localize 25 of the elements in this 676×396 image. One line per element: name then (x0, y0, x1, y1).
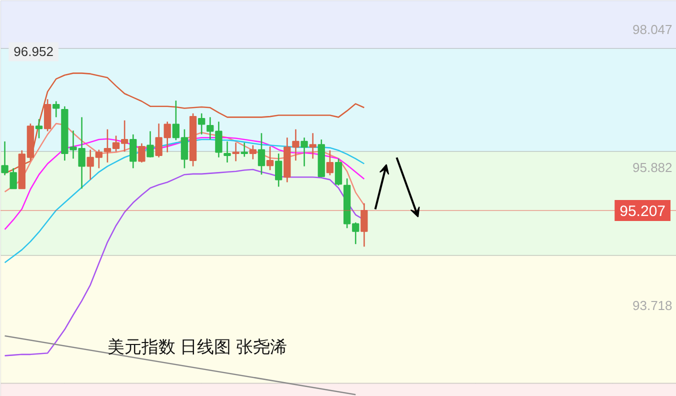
candlestick (130, 134, 137, 169)
candlestick (258, 132, 266, 176)
candlestick (35, 118, 43, 139)
annotation: 美元指数 日线图 张尧浠 (108, 338, 287, 356)
candlestick (198, 112, 206, 136)
candlestick (52, 100, 60, 118)
candlestick (334, 158, 342, 186)
candlestick (240, 142, 248, 158)
line-series (4, 122, 365, 206)
candlestick (146, 130, 154, 158)
y-tick-label: 95.882 (632, 160, 672, 175)
candlestick (249, 144, 257, 160)
candlestick (309, 132, 316, 160)
candlestick (326, 150, 334, 176)
candlestick (138, 142, 146, 164)
candlestick (300, 136, 308, 167)
candlestick (275, 152, 282, 188)
candlestick (232, 142, 240, 162)
candlestick (266, 146, 274, 171)
ref-line-label: 95.207 (620, 202, 666, 220)
candlestick (224, 140, 231, 164)
y-tick-label: 98.047 (632, 22, 672, 37)
y-tick-label: 93.718 (632, 298, 672, 313)
candlestick (360, 202, 368, 248)
annotation: 96.952 (14, 44, 54, 60)
